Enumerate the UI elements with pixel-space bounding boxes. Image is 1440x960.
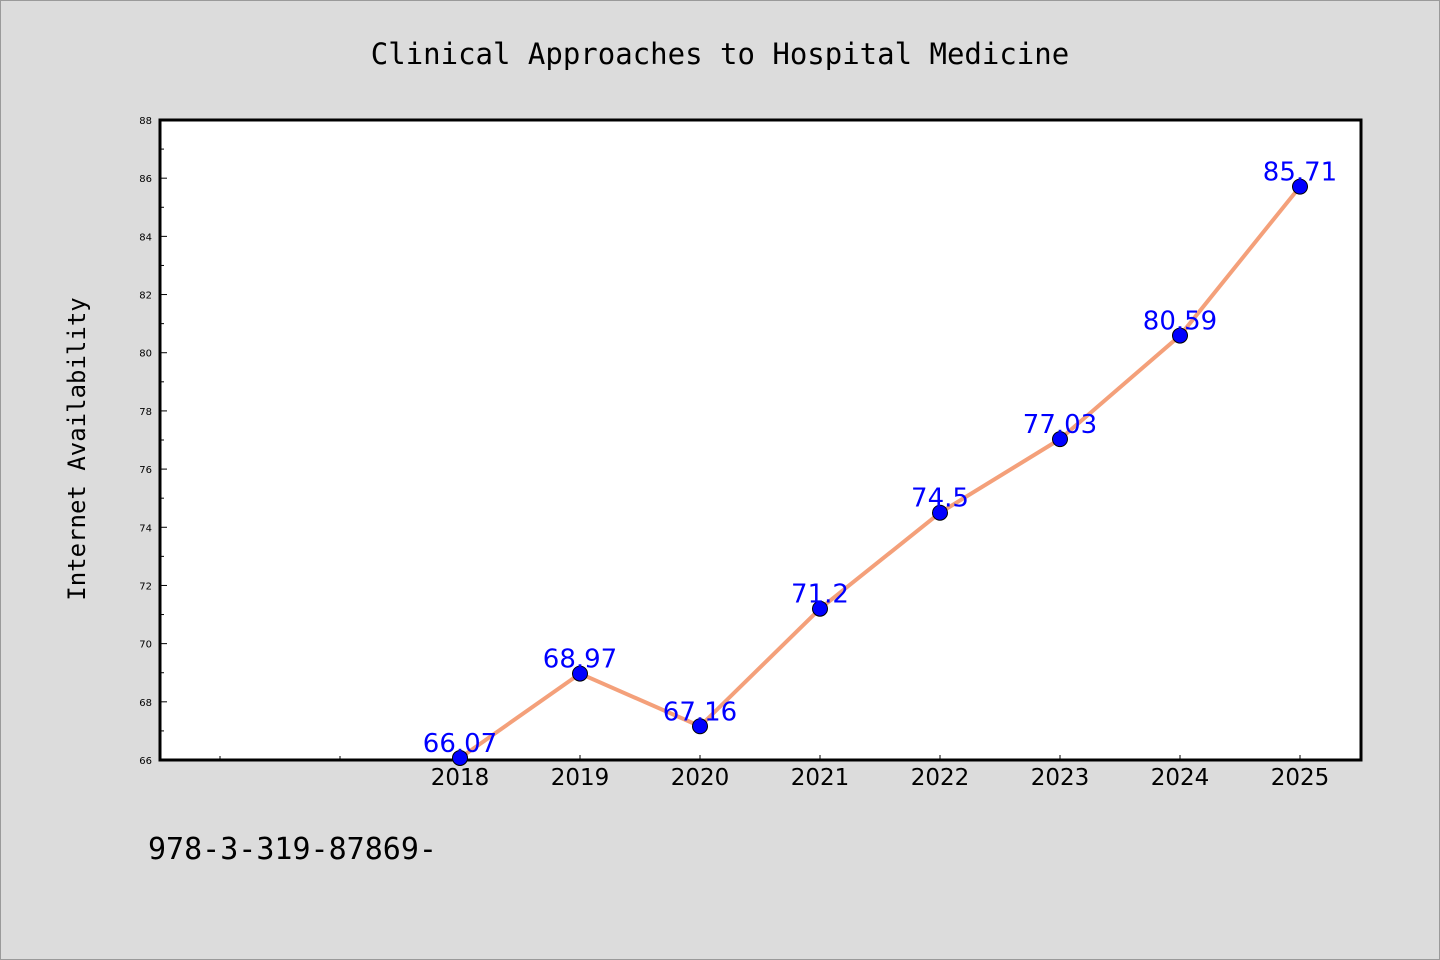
data-point (692, 718, 708, 735)
y-tick-label: 66 (139, 756, 152, 767)
data-label: 71.2 (791, 580, 849, 610)
x-axis: 2018 2019 2020 2021 2022 2023 2024 2025 (219, 755, 1330, 791)
series-line-group (452, 178, 1308, 766)
data-label-group: 66.07 68.97 67.16 71.2 74.5 77.03 80.59 85.71 (423, 158, 1337, 759)
data-label: 80.59 (1143, 307, 1217, 337)
x-tick-label: 2020 (671, 765, 730, 791)
data-label: 85.71 (1263, 158, 1337, 188)
y-tick-label: 68 (139, 698, 152, 709)
data-point (1172, 327, 1188, 344)
series-line (458, 184, 1302, 760)
y-tick-label: 84 (139, 232, 152, 243)
y-tick-label: 76 (139, 465, 152, 476)
y-tick-label: 78 (139, 407, 152, 418)
x-tick-label: 2023 (1031, 765, 1090, 791)
y-axis: 66 68 70 72 74 76 78 80 82 84 86 88 (139, 116, 167, 767)
plot-area (158, 118, 1363, 762)
y-tick-label: 80 (139, 349, 152, 360)
data-label: 68.97 (543, 645, 617, 675)
x-tick-label: 2021 (791, 765, 850, 791)
data-point (452, 749, 468, 766)
data-label: 74.5 (911, 484, 969, 514)
x-tick-label: 2022 (911, 765, 970, 791)
x-tick-label: 2019 (551, 765, 610, 791)
y-axis-label: Internet Availability (63, 297, 91, 600)
footer-isbn: 978-3-319-87869- (148, 832, 437, 867)
y-tick-label: 86 (139, 174, 152, 185)
data-point (932, 504, 948, 521)
x-tick-label: 2018 (431, 765, 490, 791)
x-tick-label: 2025 (1271, 765, 1330, 791)
data-label: 77.03 (1023, 410, 1097, 440)
y-tick-label: 70 (139, 640, 152, 651)
y-tick-label: 82 (139, 291, 152, 302)
y-tick-label: 74 (139, 523, 152, 534)
data-point (1052, 431, 1068, 448)
y-tick-label: 88 (139, 116, 152, 127)
x-tick-label: 2024 (1151, 765, 1210, 791)
data-label: 66.07 (423, 729, 497, 759)
data-point (572, 665, 588, 682)
y-tick-label: 72 (139, 581, 152, 592)
data-label: 67.16 (663, 697, 737, 727)
data-point (812, 600, 828, 617)
chart-title: Clinical Approaches to Hospital Medicine (371, 37, 1069, 71)
data-point (1292, 178, 1308, 195)
